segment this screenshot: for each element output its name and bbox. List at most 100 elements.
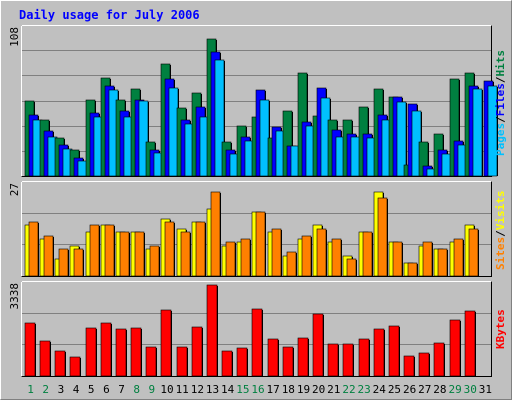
- bar-sites-day-28: [437, 248, 448, 277]
- visits_panel: [21, 181, 492, 277]
- bar-sites-day-8: [134, 231, 145, 277]
- bar-pages-day-22: [350, 136, 361, 177]
- bar-sites-day-30: [468, 228, 479, 277]
- bar-sites-day-26: [407, 262, 418, 277]
- bar-sites-day-15: [240, 238, 251, 277]
- bar-pages-day-13: [214, 59, 225, 177]
- bar-kbytes-day-19: [297, 337, 309, 377]
- y-axis-labels: 108 27 3338: [8, 27, 21, 310]
- bar-kbytes-day-29: [449, 319, 461, 377]
- kbytes_panel: [21, 281, 492, 377]
- bar-sites-day-10: [164, 221, 175, 277]
- bar-sites-day-6: [104, 224, 115, 277]
- bar-kbytes-day-1: [24, 322, 36, 377]
- x-tick-day-29: 29: [448, 383, 461, 396]
- bar-kbytes-day-7: [115, 328, 127, 377]
- legend-visits: Visits: [494, 191, 507, 231]
- bar-kbytes-day-26: [403, 355, 415, 377]
- legend-pages: Pages: [494, 123, 507, 156]
- bar-kbytes-day-24: [373, 328, 385, 377]
- legend-group-1: Sites/Visits: [494, 191, 507, 271]
- bar-sites-day-3: [58, 248, 69, 277]
- x-tick-day-26: 26: [403, 383, 416, 396]
- x-tick-day-18: 18: [282, 383, 295, 396]
- hits_panel-y-max-label: 108: [8, 27, 21, 47]
- x-tick-day-20: 20: [312, 383, 325, 396]
- bar-sites-day-29: [453, 238, 464, 277]
- chart-panels: [21, 25, 498, 377]
- bar-sites-day-19: [301, 235, 312, 277]
- bar-kbytes-day-13: [206, 284, 218, 377]
- bar-kbytes-day-20: [312, 313, 324, 377]
- x-tick-day-19: 19: [297, 383, 310, 396]
- visits_panel-y-max-label: 27: [8, 183, 21, 196]
- x-tick-day-16: 16: [251, 383, 264, 396]
- bar-kbytes-day-14: [221, 350, 233, 377]
- x-tick-day-9: 9: [149, 383, 156, 396]
- chart-title: Daily usage for July 2006: [19, 8, 200, 22]
- legend-separator: /: [494, 76, 507, 83]
- bar-kbytes-day-17: [267, 338, 279, 377]
- bar-pages-day-4: [77, 160, 88, 177]
- legend-group-2: KBytes: [494, 309, 507, 349]
- x-tick-day-27: 27: [418, 383, 431, 396]
- bar-sites-day-7: [119, 231, 130, 277]
- legend-hits: Hits: [494, 50, 507, 77]
- legend-separator: /: [494, 116, 507, 123]
- bar-sites-day-17: [271, 228, 282, 277]
- x-tick-day-24: 24: [373, 383, 387, 396]
- bar-sites-day-12: [195, 221, 206, 277]
- x-tick-day-8: 8: [133, 383, 140, 396]
- bar-kbytes-day-4: [69, 356, 81, 377]
- bar-sites-day-18: [286, 251, 297, 277]
- x-tick-day-14: 14: [221, 383, 235, 396]
- bar-kbytes-day-27: [418, 352, 430, 377]
- bar-sites-day-2: [43, 235, 54, 277]
- x-tick-day-12: 12: [191, 383, 204, 396]
- bar-pages-day-30: [472, 88, 483, 177]
- bar-pages-day-8: [138, 100, 149, 177]
- bar-kbytes-day-23: [358, 338, 370, 377]
- bar-pages-day-10: [168, 87, 179, 177]
- x-tick-day-13: 13: [206, 383, 219, 396]
- x-tick-day-4: 4: [73, 383, 80, 396]
- bar-sites-day-14: [225, 241, 236, 277]
- x-tick-day-2: 2: [42, 383, 49, 396]
- x-tick-day-28: 28: [433, 383, 446, 396]
- legend-kbytes: KBytes: [494, 309, 507, 349]
- bar-sites-day-24: [377, 197, 388, 277]
- bar-pages-day-31: [487, 85, 498, 177]
- bar-sites-day-27: [422, 241, 433, 277]
- bar-kbytes-day-3: [54, 350, 66, 377]
- x-tick-day-31: 31: [479, 383, 492, 396]
- bar-kbytes-day-21: [327, 343, 339, 377]
- bar-kbytes-day-18: [282, 346, 294, 377]
- bar-kbytes-day-6: [100, 322, 112, 377]
- x-tick-day-6: 6: [103, 383, 110, 396]
- x-tick-day-7: 7: [118, 383, 125, 396]
- bar-sites-day-25: [392, 241, 403, 277]
- x-tick-day-15: 15: [236, 383, 249, 396]
- bar-kbytes-day-25: [388, 325, 400, 377]
- x-axis-labels: 1 2 3 4 5 6 7 8 9 10 11 12 13 14 15 16 17 18 19 20 21 22 23 24 2…: [27, 383, 492, 396]
- bar-pages-day-28: [441, 153, 452, 177]
- bar-kbytes-day-16: [251, 308, 263, 377]
- bar-kbytes-day-2: [39, 340, 51, 377]
- legend-separator: /: [494, 230, 507, 237]
- bar-sites-day-16: [255, 211, 266, 277]
- legend-sites: Sites: [494, 237, 507, 270]
- hits_panel: [21, 25, 498, 177]
- bar-sites-day-9: [149, 245, 160, 277]
- legend-files: Files: [494, 83, 507, 116]
- bar-sites-day-23: [362, 231, 373, 277]
- bar-kbytes-day-5: [85, 327, 97, 377]
- x-tick-day-3: 3: [58, 383, 65, 396]
- x-tick-day-23: 23: [358, 383, 371, 396]
- bar-kbytes-day-9: [145, 346, 157, 377]
- bar-sites-day-1: [28, 221, 39, 277]
- bar-kbytes-day-30: [464, 310, 476, 377]
- kbytes_panel-y-max-label: 3338: [8, 283, 21, 310]
- bar-kbytes-day-10: [160, 309, 172, 377]
